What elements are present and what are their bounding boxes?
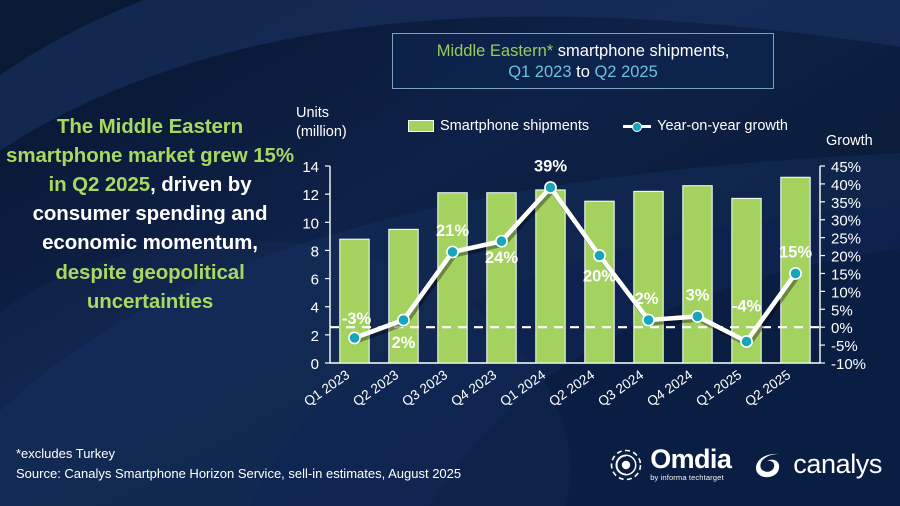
right-axis-tick-label: 5%	[831, 302, 853, 319]
line-swatch-icon	[623, 120, 652, 132]
growth-data-label: 20%	[583, 268, 616, 286]
narrative-highlight-2: despite geopolitical uncertainties	[55, 260, 245, 313]
left-axis-tick-label: 2	[311, 328, 319, 345]
legend-item-bars: Smartphone shipments	[408, 118, 589, 134]
narrative-text: The Middle Eastern smartphone market gre…	[6, 112, 294, 316]
bar-q4-2023	[486, 192, 517, 364]
right-axis-tick-label: 25%	[831, 231, 861, 248]
left-axis-tick-label: 8	[311, 243, 319, 260]
bar-q3-2023	[437, 192, 468, 364]
growth-data-label: 15%	[779, 243, 812, 261]
bar-q1-2024	[535, 189, 566, 364]
growth-marker-q1-2023	[348, 331, 361, 345]
growth-marker-q3-2023	[446, 245, 459, 259]
canalys-mark-icon	[756, 453, 780, 477]
right-axis-tick-label: 45%	[831, 159, 861, 176]
omdia-tagline: by informa techtarget	[650, 473, 724, 482]
right-axis-tick-label: 40%	[831, 177, 861, 194]
legend-label-bars: Smartphone shipments	[440, 118, 590, 134]
growth-data-label: 39%	[534, 157, 567, 175]
chart-title-box: Middle Eastern* smartphone shipments, Q1…	[392, 33, 774, 89]
legend-item-line: Year-on-year growth	[623, 118, 788, 134]
footnote-source: Source: Canalys Smartphone Horizon Servi…	[16, 465, 462, 481]
logo-row: Omdia by informa techtarget canalys	[609, 444, 882, 482]
right-axis-title: Growth	[826, 133, 873, 149]
left-axis-tick-label: 14	[302, 159, 319, 176]
chart-title-end-period: Q2 2025	[594, 62, 658, 81]
left-axis-tick-label: 10	[302, 215, 319, 232]
x-axis-tick-label: Q4 2023	[448, 367, 499, 409]
left-axis-tick-label: 6	[311, 272, 319, 289]
legend-label-line: Year-on-year growth	[657, 118, 788, 134]
growth-marker-q2-2024	[593, 249, 606, 262]
narrative-body: , driven by consumer spending and econom…	[32, 173, 268, 255]
growth-data-label: 2%	[635, 290, 659, 308]
growth-data-label: 21%	[436, 222, 469, 240]
x-axis-tick-label: Q1 2023	[301, 367, 352, 409]
left-axis-tick-label: 0	[311, 356, 319, 373]
growth-line	[352, 185, 798, 344]
chart-title-line-1: Middle Eastern* smartphone shipments,	[393, 41, 773, 62]
omdia-wordmark: Omdia	[650, 444, 732, 475]
left-axis-tick-label: 12	[302, 187, 319, 204]
x-axis-tick-label: Q3 2023	[399, 367, 450, 409]
canalys-wordmark: canalys	[793, 449, 882, 480]
growth-marker-q2-2023	[397, 313, 410, 327]
chart-title-start-period: Q1 2023	[508, 62, 572, 81]
omdia-logo: Omdia by informa techtarget	[609, 444, 732, 482]
right-axis-tick-label: 20%	[831, 249, 861, 266]
chart-title-region: Middle Eastern*	[436, 42, 554, 60]
x-axis-tick-label: Q2 2024	[546, 367, 597, 409]
left-axis-title-line-2: (million)	[296, 123, 347, 140]
bar-swatch-icon	[408, 120, 434, 132]
growth-marker-q1-2024	[544, 181, 557, 194]
x-axis-tick-label: Q1 2024	[497, 367, 548, 409]
right-axis-tick-label: 35%	[831, 195, 861, 212]
left-axis-title: Units (million)	[296, 104, 347, 142]
bar-q2-2024	[584, 200, 615, 364]
growth-marker-q2-2025	[789, 267, 802, 280]
growth-data-label: -3%	[342, 310, 372, 328]
chart-title-to-word: to	[576, 62, 590, 81]
right-axis-tick-label: 30%	[831, 213, 861, 230]
chart-title-subject: smartphone shipments,	[557, 42, 730, 60]
x-axis-tick-label: Q1 2025	[693, 367, 744, 409]
bar-q4-2024	[682, 185, 713, 364]
growth-data-label: 24%	[485, 249, 518, 267]
omdia-mark-icon	[610, 449, 642, 480]
growth-data-label: -4%	[732, 298, 762, 316]
growth-marker-q4-2023	[495, 234, 508, 248]
x-axis-tick-label: Q3 2024	[595, 367, 646, 409]
growth-marker-q4-2024	[691, 310, 704, 323]
canalys-logo: canalys	[753, 449, 882, 480]
x-axis-tick-label: Q2 2023	[350, 367, 401, 409]
right-axis-tick-label: 10%	[831, 284, 861, 301]
x-axis-tick-label: Q4 2024	[644, 367, 695, 409]
left-axis-tick-label: 4	[311, 300, 319, 317]
right-axis-tick-label: -5%	[831, 338, 858, 355]
growth-data-label: 3%	[686, 286, 710, 304]
right-axis-tick-label: 0%	[831, 320, 853, 337]
right-axis-tick-label: -10%	[831, 356, 866, 373]
footnote-exclusion: *excludes Turkey	[16, 445, 115, 461]
growth-data-label: 2%	[392, 334, 416, 352]
right-axis-tick-label: 15%	[831, 266, 861, 283]
growth-marker-q3-2024	[642, 313, 655, 327]
bar-q1-2023	[339, 238, 370, 364]
growth-marker-q1-2025	[740, 335, 753, 348]
footnotes: *excludes Turkey Source: Canalys Smartph…	[16, 444, 461, 484]
chart-title-line-2: Q1 2023 to Q2 2025	[393, 62, 773, 83]
narrative-highlight-1: The Middle Eastern smartphone market gre…	[6, 115, 294, 197]
bar-q3-2024	[633, 190, 664, 364]
x-axis-tick-label: Q2 2025	[742, 367, 793, 409]
left-axis-title-line-1: Units	[296, 105, 330, 121]
chart-legend: Smartphone shipments Year-on-year growth	[408, 118, 788, 134]
